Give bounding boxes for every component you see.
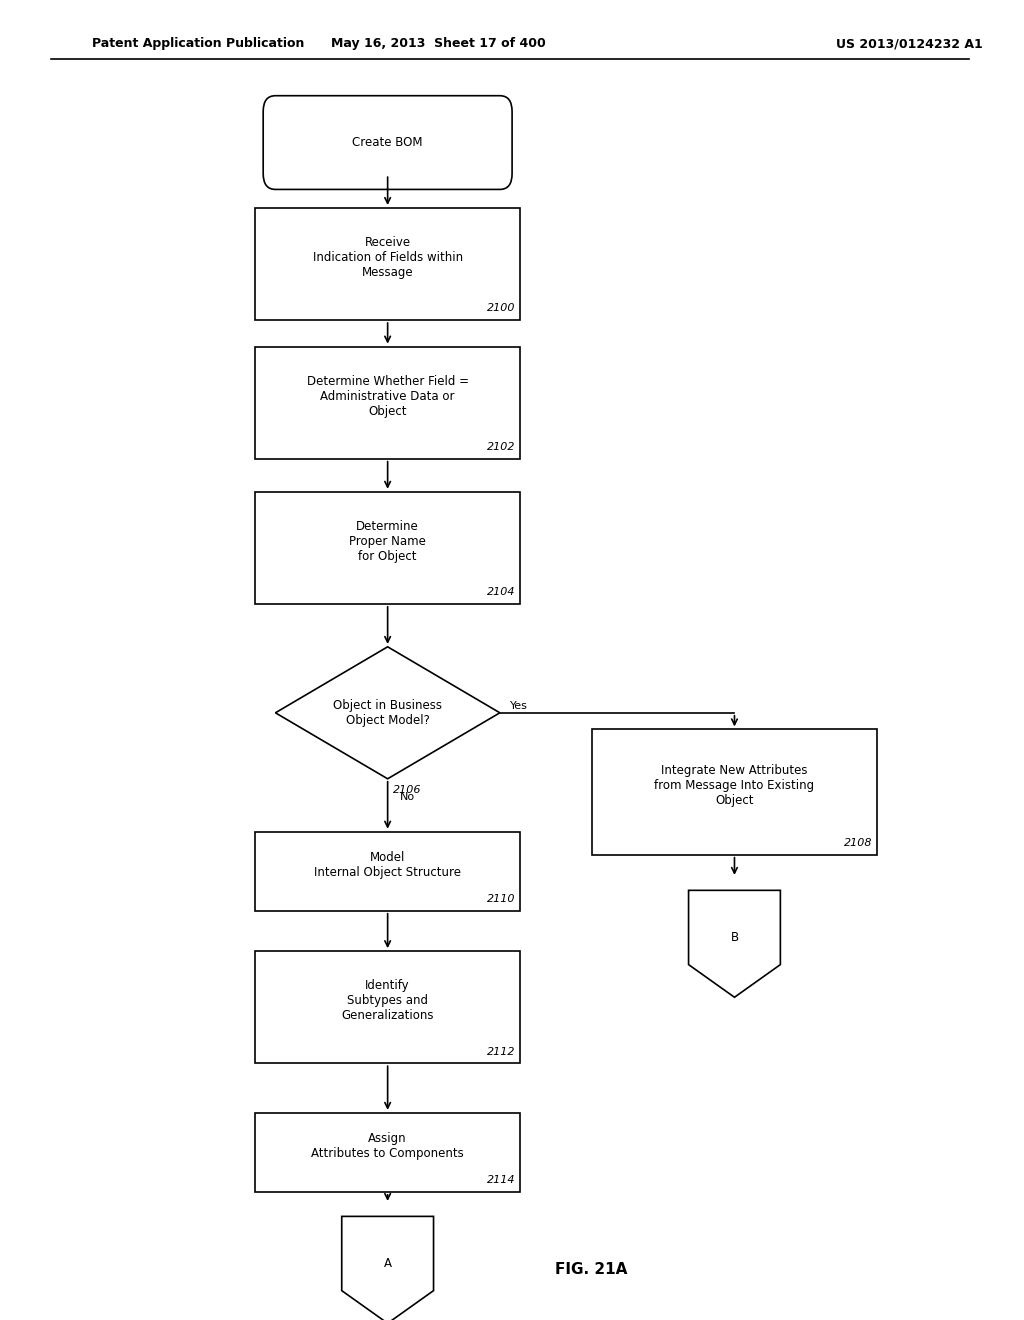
Bar bbox=[592, 729, 878, 855]
Text: B: B bbox=[730, 931, 738, 944]
Text: Patent Application Publication: Patent Application Publication bbox=[92, 37, 304, 50]
Text: FIG. 21A: FIG. 21A bbox=[555, 1262, 628, 1278]
Bar bbox=[255, 207, 520, 319]
Text: Determine Whether Field =
Administrative Data or
Object: Determine Whether Field = Administrative… bbox=[306, 375, 469, 417]
Text: 2102: 2102 bbox=[486, 442, 515, 451]
Polygon shape bbox=[688, 891, 780, 998]
Text: Determine
Proper Name
for Object: Determine Proper Name for Object bbox=[349, 520, 426, 562]
Text: 2106: 2106 bbox=[393, 785, 421, 796]
Text: A: A bbox=[384, 1257, 391, 1270]
Text: 2108: 2108 bbox=[844, 838, 872, 847]
Text: No: No bbox=[400, 792, 415, 803]
Text: Identify
Subtypes and
Generalizations: Identify Subtypes and Generalizations bbox=[341, 979, 434, 1022]
Text: Receive
Indication of Fields within
Message: Receive Indication of Fields within Mess… bbox=[312, 236, 463, 279]
Polygon shape bbox=[342, 1217, 433, 1320]
Text: Object in Business
Object Model?: Object in Business Object Model? bbox=[333, 698, 442, 727]
Bar bbox=[255, 492, 520, 605]
Text: Assign
Attributes to Components: Assign Attributes to Components bbox=[311, 1131, 464, 1160]
Text: 2100: 2100 bbox=[486, 304, 515, 313]
Text: Yes: Yes bbox=[510, 701, 528, 711]
Polygon shape bbox=[275, 647, 500, 779]
Bar bbox=[255, 1113, 520, 1192]
Text: Create BOM: Create BOM bbox=[352, 136, 423, 149]
Bar bbox=[255, 347, 520, 459]
Text: Model
Internal Object Structure: Model Internal Object Structure bbox=[314, 850, 461, 879]
Text: Integrate New Attributes
from Message Into Existing
Object: Integrate New Attributes from Message In… bbox=[654, 764, 814, 807]
Text: 2114: 2114 bbox=[486, 1175, 515, 1185]
Text: US 2013/0124232 A1: US 2013/0124232 A1 bbox=[837, 37, 983, 50]
Text: 2112: 2112 bbox=[486, 1047, 515, 1056]
Bar bbox=[255, 950, 520, 1064]
Text: 2104: 2104 bbox=[486, 587, 515, 597]
Text: 2110: 2110 bbox=[486, 894, 515, 904]
Text: May 16, 2013  Sheet 17 of 400: May 16, 2013 Sheet 17 of 400 bbox=[332, 37, 546, 50]
Bar bbox=[255, 832, 520, 911]
FancyBboxPatch shape bbox=[263, 96, 512, 189]
